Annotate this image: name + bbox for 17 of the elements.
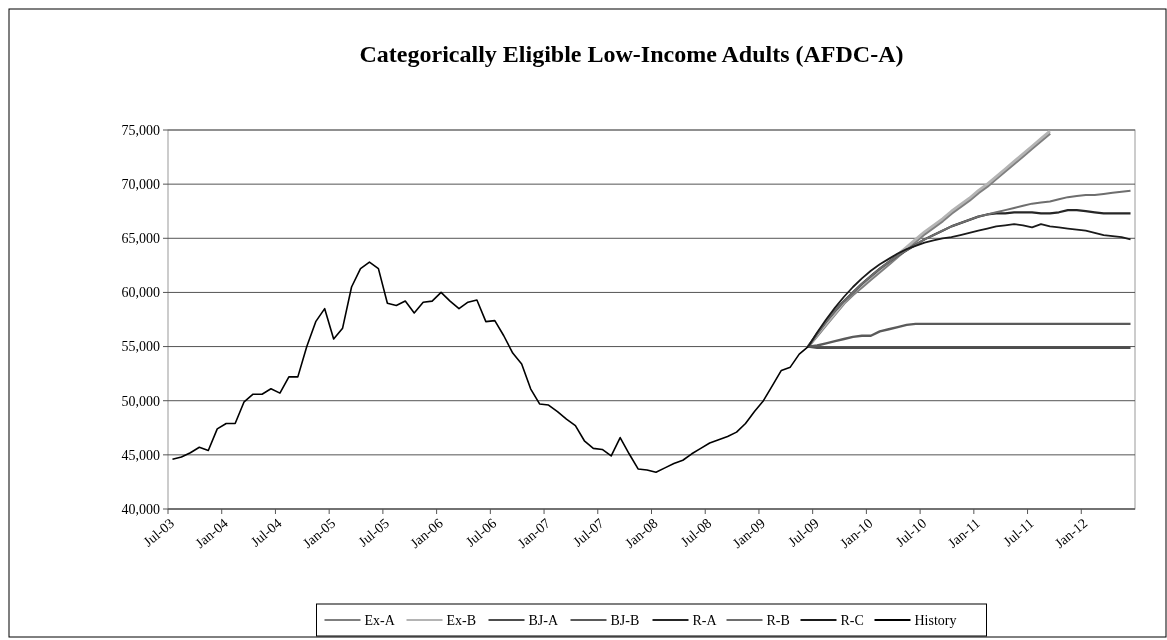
legend-label: History (914, 612, 957, 628)
legend-label: BJ-A (528, 612, 559, 628)
legend-label: R-C (840, 612, 864, 628)
y-tick-label: 45,000 (121, 447, 160, 463)
y-tick-label: 55,000 (121, 339, 160, 355)
y-tick-label: 60,000 (121, 285, 160, 301)
y-tick-label: 75,000 (121, 122, 160, 138)
y-tick-label: 50,000 (121, 393, 160, 409)
y-tick-label: 70,000 (121, 177, 160, 193)
chart-title: Categorically Eligible Low-Income Adults (AFDC-A) (359, 41, 904, 67)
legend-label: Ex-A (364, 612, 396, 628)
legend-label: R-A (692, 612, 718, 628)
y-tick-label: 40,000 (121, 501, 160, 517)
legend-label: R-B (766, 612, 790, 628)
legend-label: Ex-B (446, 612, 477, 628)
legend-label: BJ-B (610, 612, 640, 628)
y-tick-label: 65,000 (121, 231, 160, 247)
